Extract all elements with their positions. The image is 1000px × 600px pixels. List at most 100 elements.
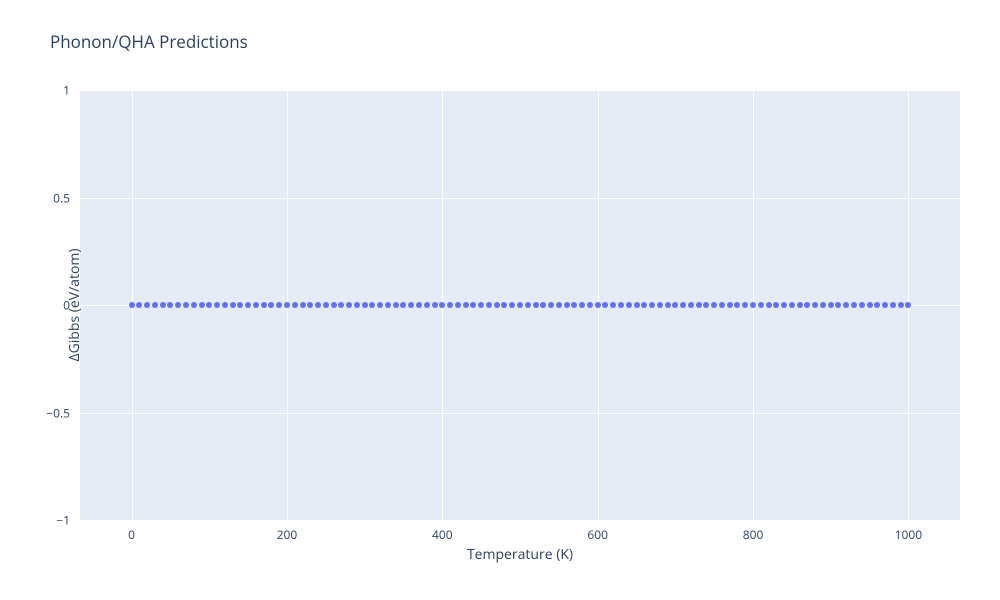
data-point[interactable] [284,302,290,308]
data-point[interactable] [727,302,733,308]
data-point[interactable] [245,302,251,308]
data-point[interactable] [408,302,414,308]
data-point[interactable] [439,302,445,308]
data-point[interactable] [828,302,834,308]
data-point[interactable] [276,302,282,308]
data-point[interactable] [315,302,321,308]
data-point[interactable] [300,302,306,308]
data-point[interactable] [191,302,197,308]
plot-area[interactable]: Temperature (K) ΔGibbs (eV/atom) 0200400… [80,90,960,520]
data-point[interactable] [486,302,492,308]
data-point[interactable] [533,302,539,308]
data-point[interactable] [183,302,189,308]
data-point[interactable] [781,302,787,308]
data-point[interactable] [641,302,647,308]
data-point[interactable] [509,302,515,308]
data-point[interactable] [688,302,694,308]
data-point[interactable] [354,302,360,308]
data-point[interactable] [424,302,430,308]
data-point[interactable] [843,302,849,308]
data-point[interactable] [556,302,562,308]
data-point[interactable] [564,302,570,308]
data-point[interactable] [548,302,554,308]
data-point[interactable] [859,302,865,308]
data-point[interactable] [835,302,841,308]
data-point[interactable] [571,302,577,308]
data-point[interactable] [385,302,391,308]
data-point[interactable] [634,302,640,308]
data-point[interactable] [362,302,368,308]
data-point[interactable] [867,302,873,308]
data-point[interactable] [501,302,507,308]
data-point[interactable] [851,302,857,308]
data-point[interactable] [253,302,259,308]
data-point[interactable] [657,302,663,308]
data-point[interactable] [587,302,593,308]
data-point[interactable] [331,302,337,308]
data-point[interactable] [199,302,205,308]
data-point[interactable] [696,302,702,308]
data-point[interactable] [292,302,298,308]
data-point[interactable] [874,302,880,308]
data-point[interactable] [222,302,228,308]
data-point[interactable] [230,302,236,308]
data-point[interactable] [377,302,383,308]
data-point[interactable] [882,302,888,308]
data-point[interactable] [750,302,756,308]
data-point[interactable] [890,302,896,308]
data-point[interactable] [175,302,181,308]
data-point[interactable] [206,302,212,308]
data-point[interactable] [680,302,686,308]
data-point[interactable] [455,302,461,308]
data-point[interactable] [517,302,523,308]
data-point[interactable] [797,302,803,308]
data-point[interactable] [905,302,911,308]
data-point[interactable] [494,302,500,308]
data-point[interactable] [773,302,779,308]
data-point[interactable] [766,302,772,308]
data-point[interactable] [470,302,476,308]
data-point[interactable] [400,302,406,308]
data-point[interactable] [820,302,826,308]
data-point[interactable] [602,302,608,308]
data-point[interactable] [804,302,810,308]
data-point[interactable] [369,302,375,308]
data-point[interactable] [719,302,725,308]
data-point[interactable] [703,302,709,308]
data-point[interactable] [610,302,616,308]
data-point[interactable] [167,302,173,308]
data-point[interactable] [416,302,422,308]
data-point[interactable] [237,302,243,308]
data-point[interactable] [478,302,484,308]
data-point[interactable] [432,302,438,308]
data-point[interactable] [323,302,329,308]
data-point[interactable] [742,302,748,308]
data-point[interactable] [711,302,717,308]
data-point[interactable] [540,302,546,308]
data-point[interactable] [214,302,220,308]
data-point[interactable] [261,302,267,308]
data-point[interactable] [307,302,313,308]
data-point[interactable] [144,302,150,308]
data-point[interactable] [812,302,818,308]
data-point[interactable] [152,302,158,308]
data-point[interactable] [129,302,135,308]
data-point[interactable] [672,302,678,308]
data-point[interactable] [618,302,624,308]
data-point[interactable] [346,302,352,308]
data-point[interactable] [626,302,632,308]
data-point[interactable] [789,302,795,308]
data-point[interactable] [579,302,585,308]
data-point[interactable] [898,302,904,308]
data-point[interactable] [758,302,764,308]
data-point[interactable] [595,302,601,308]
data-point[interactable] [447,302,453,308]
data-point[interactable] [268,302,274,308]
data-point[interactable] [136,302,142,308]
data-point[interactable] [393,302,399,308]
data-point[interactable] [525,302,531,308]
data-point[interactable] [665,302,671,308]
data-point[interactable] [649,302,655,308]
data-point[interactable] [160,302,166,308]
data-point[interactable] [734,302,740,308]
